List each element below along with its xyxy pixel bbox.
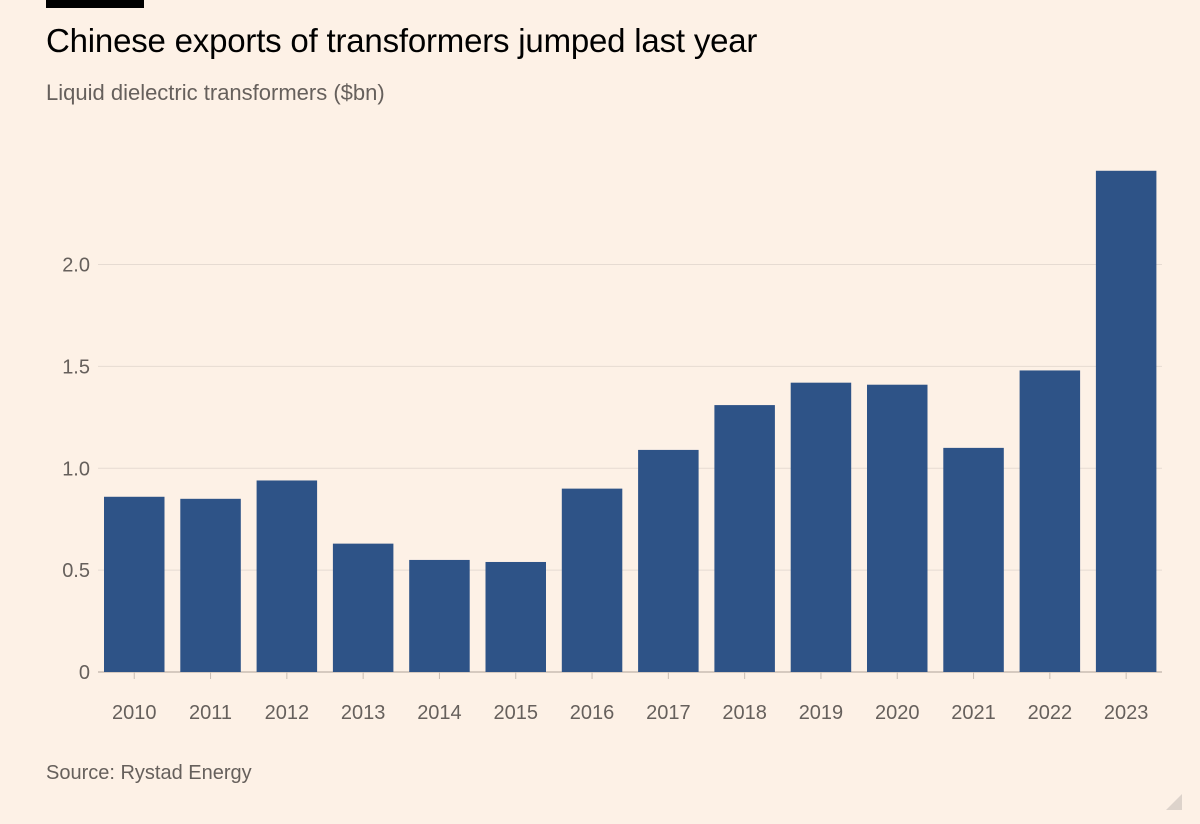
x-tick-label: 2022 (1028, 702, 1073, 724)
x-tick-label: 2016 (570, 702, 615, 724)
x-tick-label: 2015 (494, 702, 539, 724)
y-tick-label: 2.0 (62, 255, 90, 277)
bar-2020 (867, 384, 928, 672)
x-tick-label: 2013 (341, 702, 386, 724)
chart-subtitle: Liquid dielectric transformers ($bn) (46, 80, 385, 105)
bars (104, 170, 1157, 672)
x-tick-label: 2020 (875, 702, 920, 724)
x-tick-label: 2023 (1104, 702, 1149, 724)
bar-2019 (790, 382, 852, 672)
bar-2013 (332, 543, 394, 672)
bar-2014 (409, 559, 470, 672)
x-tick-label: 2018 (722, 702, 767, 724)
y-tick-label: 0 (79, 662, 90, 684)
bar-2012 (256, 480, 318, 672)
bar-2022 (1019, 370, 1081, 672)
y-tick-label: 1.5 (62, 356, 90, 378)
bar-2011 (180, 498, 241, 672)
y-tick-label: 1.0 (62, 458, 90, 480)
y-tick-label: 0.5 (62, 560, 90, 582)
brand-bar (46, 0, 144, 8)
x-axis-ticks: 2010 2011 2012 2013 2014 2015 2016 2017 2018 2019… (112, 672, 1148, 724)
bar-2017 (638, 449, 699, 672)
y-axis-ticks: 0 0.5 1.0 1.5 2.0 (62, 255, 90, 685)
bar-2015 (485, 561, 546, 672)
bar-2018 (714, 405, 775, 672)
x-tick-label: 2012 (265, 702, 310, 724)
resize-grip-icon (1166, 794, 1182, 810)
x-tick-label: 2019 (799, 702, 844, 724)
bar-2021 (943, 447, 1004, 672)
x-tick-label: 2010 (112, 702, 157, 724)
bar-2016 (561, 488, 623, 672)
x-tick-label: 2014 (417, 702, 462, 724)
x-tick-label: 2011 (189, 702, 232, 724)
x-tick-label: 2021 (951, 702, 996, 724)
chart-title: Chinese exports of transformers jumped l… (46, 22, 758, 59)
source-note: Source: Rystad Energy (46, 762, 252, 784)
x-tick-label: 2017 (646, 702, 691, 724)
bar-2023 (1095, 170, 1157, 672)
bar-2010 (104, 496, 165, 672)
